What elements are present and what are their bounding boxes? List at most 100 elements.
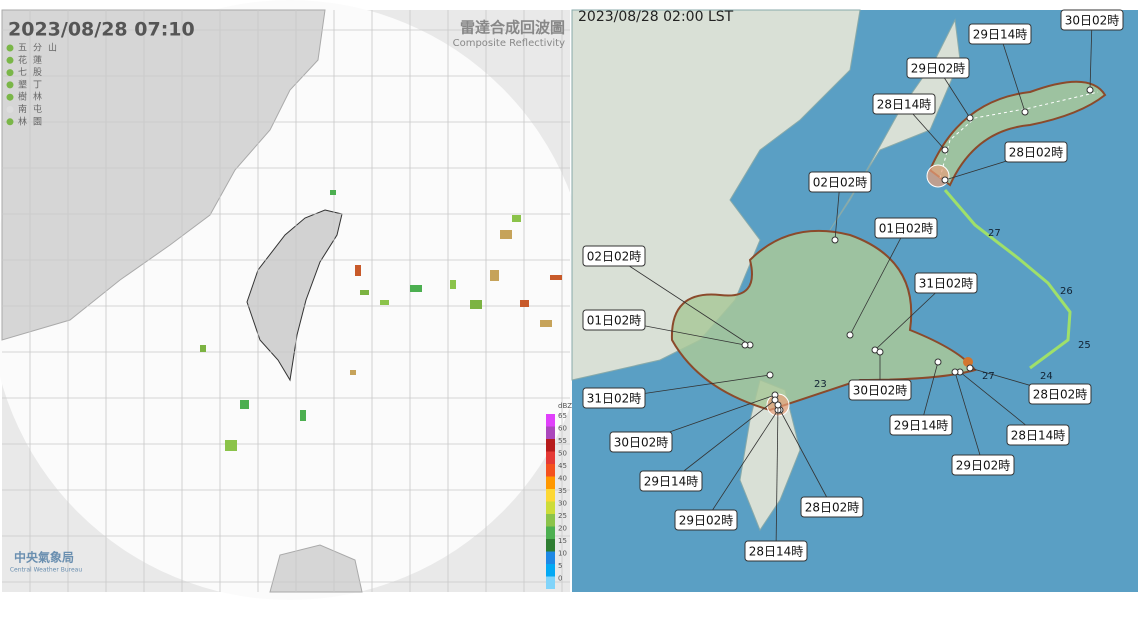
label-box: [582, 245, 646, 267]
track-point: [876, 348, 884, 356]
track-point: [831, 236, 839, 244]
time-label: 28日14時: [1011, 429, 1066, 443]
station-name: 七股: [18, 67, 48, 78]
leader-line: [670, 399, 776, 482]
station-dot: [6, 69, 14, 77]
station-dot: [6, 106, 14, 113]
scale-swatch: [546, 551, 555, 564]
leader-line: [1089, 19, 1093, 91]
scale-tick: 5: [558, 562, 562, 570]
scale-tick: 40: [558, 475, 567, 483]
scale-tick: 45: [558, 462, 567, 470]
station-dot: [6, 81, 14, 89]
leader-line: [874, 282, 947, 351]
luzon-north: [269, 544, 363, 593]
track-timestamp: 2023/08/28 02:00 LST: [578, 9, 734, 25]
radar-echo: [350, 370, 356, 375]
station-name: 樹林: [18, 91, 48, 103]
scale-unit: dBZ: [558, 402, 572, 410]
time-label: 28日02時: [1033, 388, 1088, 402]
scale-tick: 20: [558, 525, 567, 533]
time-label: 29日02時: [956, 459, 1011, 473]
radar-timestamp: 2023/08/28 07:10: [8, 19, 195, 41]
leader-line: [779, 409, 833, 508]
time-label: 29日14時: [973, 28, 1028, 42]
track-point: [1086, 86, 1094, 94]
track-panel: 2023/08/28 02:00 LST 30日02時 29日14時 29日02時 28…: [571, 9, 1138, 592]
label-box: [1006, 424, 1070, 446]
past-track: [943, 189, 1072, 370]
track-point: [846, 331, 854, 339]
time-label: 28日14時: [877, 98, 932, 112]
leader-line: [954, 371, 984, 466]
track-point: [766, 371, 774, 379]
radar-echo: [490, 270, 499, 281]
label-box: [808, 171, 872, 193]
label-box: [800, 496, 864, 518]
scale-swatch: [546, 514, 555, 527]
day-mark: 24: [1040, 371, 1053, 382]
radar-title: 雷達合成回波圖: [460, 19, 565, 37]
label-box: [674, 509, 738, 531]
logo-zh: 中央氣象局: [14, 550, 74, 565]
station-name: 南屯: [18, 103, 48, 115]
label-box: [744, 540, 808, 562]
time-label: 01日02時: [587, 314, 642, 328]
label-box: [582, 387, 646, 409]
day-mark: 23: [814, 379, 827, 390]
radar-echo: [330, 190, 336, 195]
track-point: [774, 401, 782, 409]
track-point: [1021, 108, 1029, 116]
leader-line: [849, 227, 907, 336]
label-box: [639, 470, 703, 492]
scale-tick: 25: [558, 512, 567, 520]
radar-echo: [410, 285, 422, 292]
time-label: 29日02時: [679, 514, 734, 528]
radar-echo: [240, 400, 249, 409]
day-mark: 27: [982, 371, 995, 382]
time-label: 28日02時: [1009, 146, 1064, 160]
scale-tick: 60: [558, 425, 567, 433]
scale-tick: 55: [558, 437, 567, 445]
time-label: 29日02時: [911, 62, 966, 76]
station-name: 花蓮: [18, 54, 48, 66]
scale-tick: 65: [558, 412, 567, 420]
scale-swatch: [546, 464, 555, 477]
scale-tick: 10: [558, 550, 567, 558]
time-label: 30日02時: [1065, 14, 1120, 28]
scale-swatch: [546, 501, 555, 514]
day-mark: 27: [988, 228, 1001, 239]
radar-echo: [550, 275, 562, 280]
station-dot: [6, 44, 14, 52]
track-point: [934, 358, 942, 366]
track-point: [771, 396, 779, 404]
day-mark: 25: [1078, 340, 1091, 351]
time-label: 30日02時: [853, 384, 908, 398]
time-label: 02日02時: [587, 250, 642, 264]
time-label: 29日14時: [894, 419, 949, 433]
label-box: [874, 217, 938, 239]
scale-swatch: [546, 476, 555, 489]
radar-echo: [540, 320, 552, 327]
label-box: [1060, 9, 1124, 31]
radar-echo: [520, 300, 529, 307]
scale-swatch: [546, 426, 555, 439]
time-label: 28日14時: [749, 545, 804, 559]
label-box: [914, 272, 978, 294]
track-point: [941, 176, 949, 184]
logo-en: Central Weather Bureau: [10, 567, 83, 574]
leader-line: [775, 404, 779, 552]
label-box: [1004, 141, 1068, 163]
radar-echo: [500, 230, 512, 239]
scale-swatch: [546, 451, 555, 464]
day-mark: 26: [1060, 286, 1073, 297]
scale-tick: 15: [558, 537, 567, 545]
mainland: [1, 9, 326, 341]
radar-echo: [470, 300, 482, 309]
time-label: 29日14時: [644, 475, 699, 489]
leader-line: [613, 255, 751, 346]
time-label: 31日02時: [919, 277, 974, 291]
scale-swatch: [546, 439, 555, 452]
label-box: [582, 309, 646, 331]
